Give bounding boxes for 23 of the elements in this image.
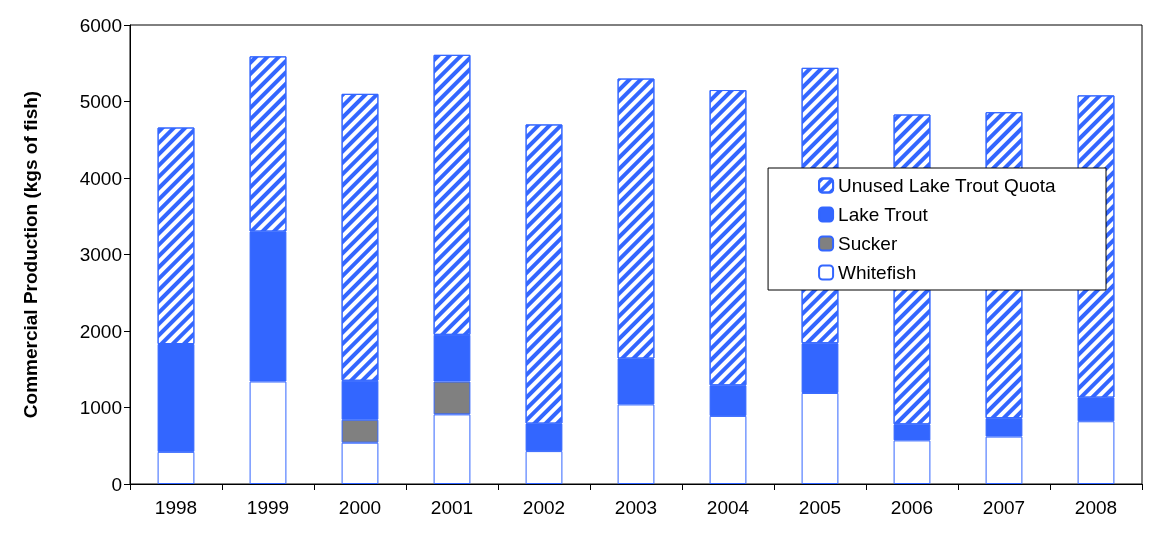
y-tick-label: 6000 [79, 14, 122, 36]
x-tick-label: 2002 [522, 497, 566, 518]
x-tick-label: 2005 [798, 497, 842, 518]
legend-label: Lake Trout [838, 204, 929, 225]
x-tick-label: 2008 [1074, 497, 1118, 518]
y-tick-label: 2000 [79, 320, 122, 342]
x-tick-label: 1998 [154, 497, 198, 518]
x-tick-label: 2000 [338, 497, 382, 518]
y-tick-label: 1000 [79, 397, 122, 418]
x-tick-label: 2007 [982, 497, 1026, 518]
x-tick-label: 2001 [430, 497, 474, 518]
y-axis-title: Commercial Production (kgs of fish) [20, 90, 41, 419]
y-tick-label: 4000 [79, 167, 122, 189]
x-tick-label: 2006 [890, 497, 934, 518]
y-tick-label: 3000 [79, 244, 122, 265]
y-tick-label: 0 [111, 473, 122, 495]
legend-label: Whitefish [838, 262, 917, 283]
x-tick-label: 1999 [246, 497, 290, 518]
x-tick-label: 2003 [614, 497, 658, 518]
legend-label: Unused Lake Trout Quota [838, 175, 1057, 196]
x-tick-label: 2004 [706, 497, 750, 518]
legend-label: Sucker [838, 233, 898, 254]
y-tick-label: 5000 [79, 91, 122, 112]
